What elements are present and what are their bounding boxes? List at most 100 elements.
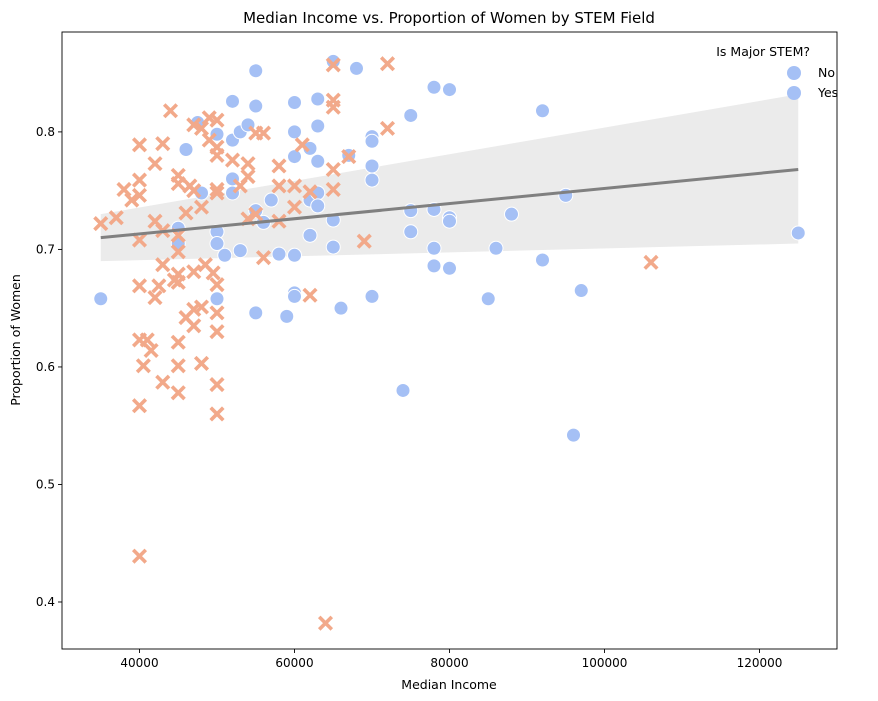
y-tick-label: 0.6 xyxy=(36,360,55,374)
data-point-no xyxy=(504,206,519,222)
data-point-yes xyxy=(155,257,171,273)
data-point-yes xyxy=(170,274,186,290)
data-point-yes xyxy=(240,156,256,172)
data-point-yes xyxy=(124,192,140,208)
data-point-no xyxy=(573,283,589,299)
data-point-yes xyxy=(131,172,148,188)
data-point-yes xyxy=(170,385,186,401)
data-point-yes xyxy=(116,181,132,198)
data-point-yes xyxy=(108,210,124,226)
data-point-no xyxy=(310,198,326,214)
legend: Is Major STEM? No Yes xyxy=(716,44,838,100)
data-point-yes xyxy=(131,278,148,294)
data-point-no xyxy=(93,291,109,307)
data-point-yes xyxy=(271,158,287,174)
data-point-no xyxy=(310,91,326,107)
data-point-no xyxy=(271,246,287,262)
data-point-no xyxy=(325,53,341,69)
data-point-no xyxy=(535,252,550,268)
data-point-yes xyxy=(193,199,210,215)
data-point-yes xyxy=(271,178,287,194)
data-point-no xyxy=(302,140,318,156)
y-tick-label: 0.5 xyxy=(36,477,55,491)
chart-title: Median Income vs. Proportion of Women by… xyxy=(243,9,655,27)
data-point-no xyxy=(248,305,264,321)
data-point-no xyxy=(364,288,380,304)
data-point-yes xyxy=(186,318,202,334)
data-point-yes xyxy=(131,187,148,203)
data-point-no xyxy=(395,382,411,398)
x-tick-label: 40000 xyxy=(120,656,158,670)
data-point-no xyxy=(442,82,457,98)
y-tick-label: 0.8 xyxy=(36,125,55,139)
data-point-yes xyxy=(151,278,167,294)
data-point-no xyxy=(310,118,326,134)
data-point-yes xyxy=(379,120,396,136)
data-point-yes xyxy=(170,244,186,260)
legend-label-no: No xyxy=(818,65,835,80)
data-point-yes xyxy=(294,137,310,153)
data-point-yes xyxy=(162,103,179,119)
data-point-yes xyxy=(379,56,396,72)
data-point-yes xyxy=(170,358,186,374)
data-point-yes xyxy=(325,181,341,198)
data-point-no xyxy=(535,103,550,119)
y-axis-label: Proportion of Women xyxy=(8,274,23,406)
data-point-yes xyxy=(302,287,318,303)
legend-label-yes: Yes xyxy=(817,85,838,100)
data-point-no xyxy=(364,158,380,174)
x-axis-ticks: 40000 60000 80000 100000 120000 xyxy=(120,649,782,670)
data-point-yes xyxy=(178,205,194,221)
data-point-no xyxy=(426,240,442,256)
data-point-yes xyxy=(139,332,155,348)
x-axis-label: Median Income xyxy=(401,677,497,692)
data-point-yes xyxy=(224,152,241,168)
data-point-yes xyxy=(147,156,163,172)
data-point-yes xyxy=(170,227,186,243)
data-point-yes xyxy=(248,206,264,222)
data-point-no xyxy=(263,192,279,208)
data-point-no xyxy=(364,172,380,188)
data-point-yes xyxy=(193,355,210,371)
data-point-no xyxy=(349,60,364,76)
data-point-no xyxy=(426,79,442,95)
data-point-no xyxy=(480,291,496,307)
data-point-no xyxy=(287,95,302,111)
data-point-yes xyxy=(286,199,303,215)
data-point-no xyxy=(217,247,233,263)
data-point-no xyxy=(287,247,302,263)
data-point-yes xyxy=(240,169,256,185)
data-point-yes xyxy=(209,305,225,321)
data-point-yes xyxy=(193,299,210,315)
x-tick-label: 80000 xyxy=(430,656,468,670)
data-point-no xyxy=(790,225,806,241)
data-point-yes xyxy=(286,178,303,194)
x-tick-label: 100000 xyxy=(582,656,628,670)
data-point-no xyxy=(442,213,457,229)
y-axis-ticks: 0.4 0.5 0.6 0.7 0.8 xyxy=(36,125,62,609)
data-point-no xyxy=(403,224,419,240)
data-point-yes xyxy=(209,112,225,128)
data-point-no xyxy=(209,291,225,307)
data-point-yes xyxy=(131,232,148,248)
data-point-no xyxy=(225,93,240,109)
data-point-yes xyxy=(302,184,318,200)
data-point-yes xyxy=(205,265,221,281)
data-point-no xyxy=(287,124,302,140)
data-point-no xyxy=(310,153,326,169)
data-point-yes xyxy=(193,120,210,136)
data-point-yes xyxy=(341,149,357,165)
data-point-no xyxy=(333,300,349,316)
data-point-yes xyxy=(93,216,109,232)
legend-marker-no xyxy=(787,66,801,80)
data-point-yes xyxy=(209,324,225,340)
data-point-yes xyxy=(209,277,225,293)
data-point-yes xyxy=(155,136,171,152)
data-point-yes xyxy=(255,250,272,266)
data-point-yes xyxy=(209,181,225,198)
data-point-yes xyxy=(131,548,148,564)
data-point-yes xyxy=(643,254,659,270)
data-point-yes xyxy=(209,185,225,201)
data-point-no xyxy=(488,240,504,256)
y-tick-label: 0.4 xyxy=(36,595,55,609)
